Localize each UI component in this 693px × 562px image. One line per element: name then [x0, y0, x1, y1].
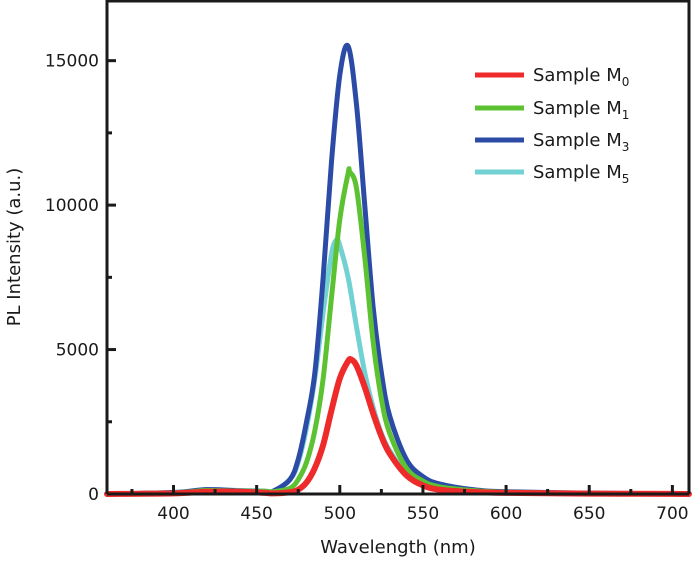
legend-subscript: 0	[622, 75, 630, 89]
legend-label-m0: Sample M0	[533, 65, 629, 89]
legend-label-m1: Sample M1	[533, 98, 629, 122]
y-tick-label: 0	[88, 485, 99, 505]
y-tick-label: 10000	[45, 196, 99, 216]
axes-layer: 400 450 500 550 600 650 700 0 5000 10000 15000	[45, 0, 691, 524]
x-tick-label: 700	[656, 504, 688, 524]
legend-label-m3: Sample M3	[533, 130, 629, 154]
x-tick-label: 600	[490, 504, 522, 524]
series-line-m0	[104, 355, 692, 497]
legend: Sample M0 Sample M1 Sample M3 Sample M5	[475, 65, 629, 186]
y-tick-label: 5000	[56, 341, 99, 361]
x-tick-label: 400	[157, 504, 189, 524]
x-tick-label: 500	[324, 504, 356, 524]
legend-subscript: 1	[622, 108, 630, 122]
x-tick-label: 550	[407, 504, 439, 524]
legend-subscript: 5	[622, 172, 630, 186]
legend-label-m5: Sample M5	[533, 162, 629, 186]
x-tick-label: 450	[240, 504, 272, 524]
x-axis-label: Wavelength (nm)	[320, 537, 476, 558]
y-tick-label: 15000	[45, 52, 99, 72]
x-tick-label: 650	[573, 504, 605, 524]
y-axis-label: PL Intensity (a.u.)	[4, 168, 25, 327]
legend-subscript: 3	[622, 140, 630, 154]
